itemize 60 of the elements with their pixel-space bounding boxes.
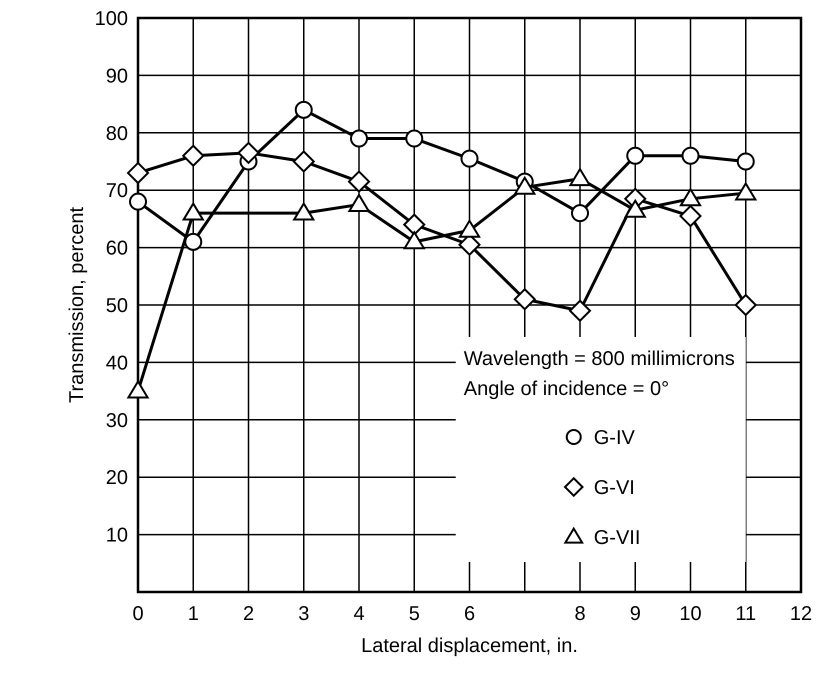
x-tick-label: 10 (679, 603, 702, 625)
point (405, 130, 424, 148)
point (129, 192, 147, 211)
y-axis-title: Transmission, percent (66, 206, 88, 403)
x-tick-label: 11 (735, 603, 756, 625)
y-tick-label: 40 (106, 352, 128, 374)
point (182, 202, 204, 221)
point (736, 152, 755, 170)
annotation: Angle of incidence = 0° (464, 378, 670, 400)
x-tick-label: 2 (242, 603, 254, 625)
point (184, 232, 202, 251)
point (293, 202, 314, 221)
point (514, 288, 536, 310)
x-tick-label: 4 (353, 603, 365, 625)
x-tick-label: 3 (298, 603, 310, 625)
point (182, 144, 204, 167)
point (238, 142, 260, 164)
point (734, 294, 757, 316)
x-axis-title: Lateral displacement, in. (361, 635, 578, 657)
y-tick-label: 70 (106, 180, 128, 202)
point (624, 200, 646, 218)
x-tick-label: 1 (188, 603, 199, 625)
y-tick-label: 50 (106, 295, 128, 317)
x-tick-label: 5 (408, 603, 420, 625)
point (460, 150, 478, 168)
x-tick-label: 0 (132, 603, 144, 625)
x-tick-label: 6 (464, 603, 476, 625)
x-tick-label: 12 (790, 603, 812, 625)
point (127, 162, 149, 184)
point (348, 170, 370, 193)
point (626, 146, 644, 165)
point (569, 300, 591, 322)
point (680, 188, 702, 206)
y-tick-label: 20 (106, 467, 128, 490)
point (680, 205, 702, 228)
point (350, 130, 368, 148)
legend-label: G-VI (594, 477, 635, 499)
y-tick-label: 90 (106, 65, 128, 88)
point (403, 214, 426, 236)
y-tick-label: 80 (106, 122, 128, 145)
legend-label: G-IV (594, 427, 636, 449)
y-tick-label: 60 (106, 238, 128, 260)
point (458, 220, 480, 238)
point (292, 150, 315, 172)
point (294, 100, 313, 119)
y-tick-label: 10 (106, 524, 128, 547)
point (569, 168, 591, 186)
point (348, 194, 370, 212)
x-tick-label: 8 (574, 603, 586, 625)
point (514, 176, 536, 195)
annotation: Wavelength = 800 millimicrons (464, 348, 735, 370)
point (404, 231, 425, 250)
y-tick-label: 100 (94, 8, 128, 30)
x-tick-label: 9 (630, 603, 641, 625)
point (127, 380, 149, 398)
legend-label: G-VII (594, 527, 640, 549)
point (735, 182, 756, 200)
y-tick-label: 30 (106, 410, 128, 432)
point (571, 204, 589, 222)
point (682, 146, 700, 165)
